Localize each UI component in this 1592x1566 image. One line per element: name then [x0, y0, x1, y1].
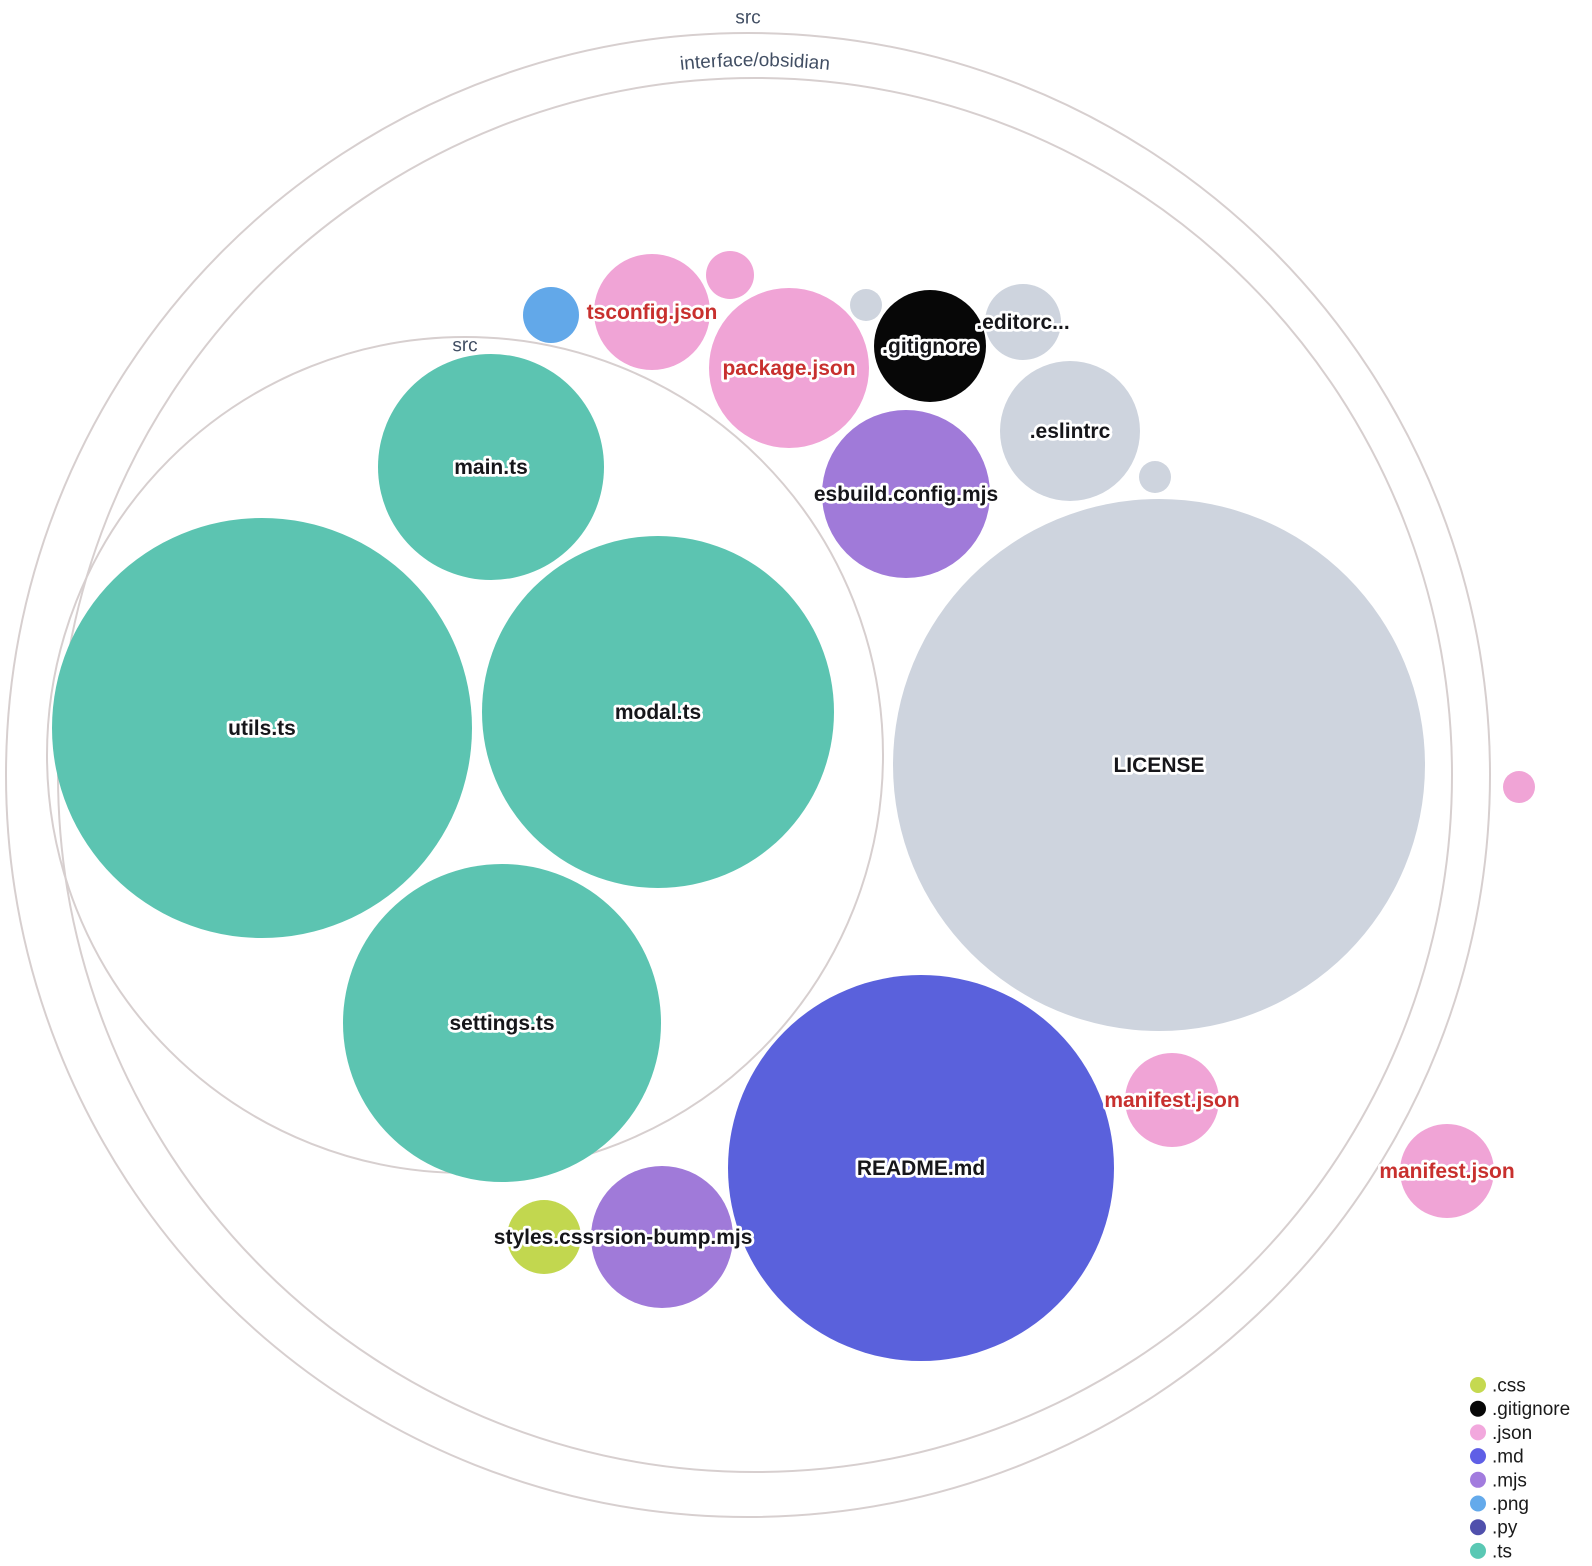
file-circle--eslintrc — [1000, 361, 1140, 501]
file-label--gitignore: .gitignore — [882, 335, 978, 358]
file-label-manifest-json: manifest.json — [1104, 1089, 1239, 1112]
file-circle-LICENSE — [893, 499, 1425, 1031]
legend-label-gitignore: .gitignore — [1492, 1399, 1570, 1420]
file-circle-version-bump-mjs — [591, 1166, 733, 1308]
folder-label-interface-obsidian: interface/obsidian — [679, 50, 831, 75]
file-circle-manifest-json — [1400, 1124, 1494, 1218]
file-label-package-json: package.json — [722, 357, 855, 380]
file-circle-png-dot — [523, 287, 579, 343]
file-circle-tsconfig-json — [594, 254, 710, 370]
file-label-styles-css: styles.css — [494, 1226, 594, 1249]
legend-label-py: .py — [1492, 1518, 1518, 1539]
file-circle--editorc- — [985, 284, 1061, 360]
folder-label-src: src — [452, 335, 478, 356]
file-circle-modal-ts — [482, 536, 834, 888]
file-label-esbuild-config-mjs: esbuild.config.mjs — [814, 483, 998, 506]
file-circle-json-dot — [706, 251, 754, 299]
file-label-tsconfig-json: tsconfig.json — [587, 301, 718, 324]
legend-label-md: .md — [1492, 1447, 1524, 1468]
legend-dot-png — [1470, 1495, 1486, 1512]
file-label-LICENSE: LICENSE — [1113, 754, 1204, 777]
file-circle-utils-ts — [52, 518, 472, 938]
folder-ring-src — [5, 32, 1491, 1518]
file-circle-file-dot — [850, 289, 882, 321]
legend-dot-css — [1470, 1377, 1486, 1393]
file-circle--gitignore — [874, 290, 986, 402]
legend-dot-mjs — [1470, 1471, 1486, 1488]
file-label-modal-ts: modal.ts — [615, 701, 701, 724]
folder-label-src: src — [735, 7, 761, 28]
legend-dot-ts — [1470, 1542, 1486, 1559]
file-circle-esbuild-config-mjs — [822, 410, 990, 578]
file-circle-main-ts — [378, 354, 604, 580]
file-circle-styles-css — [507, 1200, 581, 1274]
file-circle-file-dot — [1139, 461, 1171, 493]
legend-dot-json — [1470, 1424, 1486, 1441]
file-label-utils-ts: utils.ts — [228, 717, 296, 740]
legend-dot-gitignore — [1470, 1400, 1486, 1417]
file-circles — [52, 251, 1535, 1361]
file-label-main-ts: main.ts — [454, 456, 528, 479]
legend-dot-py — [1470, 1519, 1486, 1536]
file-labels: main.ts utils.ts modal.ts settings.ts tsconf… — [225, 298, 1517, 1252]
legend-label-css: .css — [1492, 1376, 1526, 1397]
legend-label-mjs: .mjs — [1492, 1470, 1527, 1491]
file-label-settings-ts: settings.ts — [449, 1012, 554, 1035]
file-label--editorc-: .editorc... — [976, 311, 1069, 334]
file-circle-manifest-json — [1125, 1053, 1219, 1147]
legend-label-ts: .ts — [1492, 1541, 1512, 1562]
file-circle-README-md — [728, 975, 1114, 1361]
file-circle-json-dot — [1503, 771, 1535, 803]
file-label-README-md: README.md — [857, 1157, 985, 1180]
legend-label-json: .json — [1492, 1423, 1532, 1444]
file-circle-settings-ts — [343, 864, 661, 1182]
legend: .css.gitignore .json .md.mjs .png .py.ts — [1470, 1376, 1570, 1562]
file-label--eslintrc: .eslintrc — [1030, 420, 1111, 443]
legend-label-png: .png — [1492, 1494, 1529, 1515]
file-label-manifest-json: manifest.json — [1379, 1160, 1514, 1183]
file-circle-package-json — [709, 288, 869, 448]
file-label-version-bump-mjs: version-bump.mjs — [572, 1226, 753, 1249]
legend-dot-md — [1470, 1448, 1486, 1465]
